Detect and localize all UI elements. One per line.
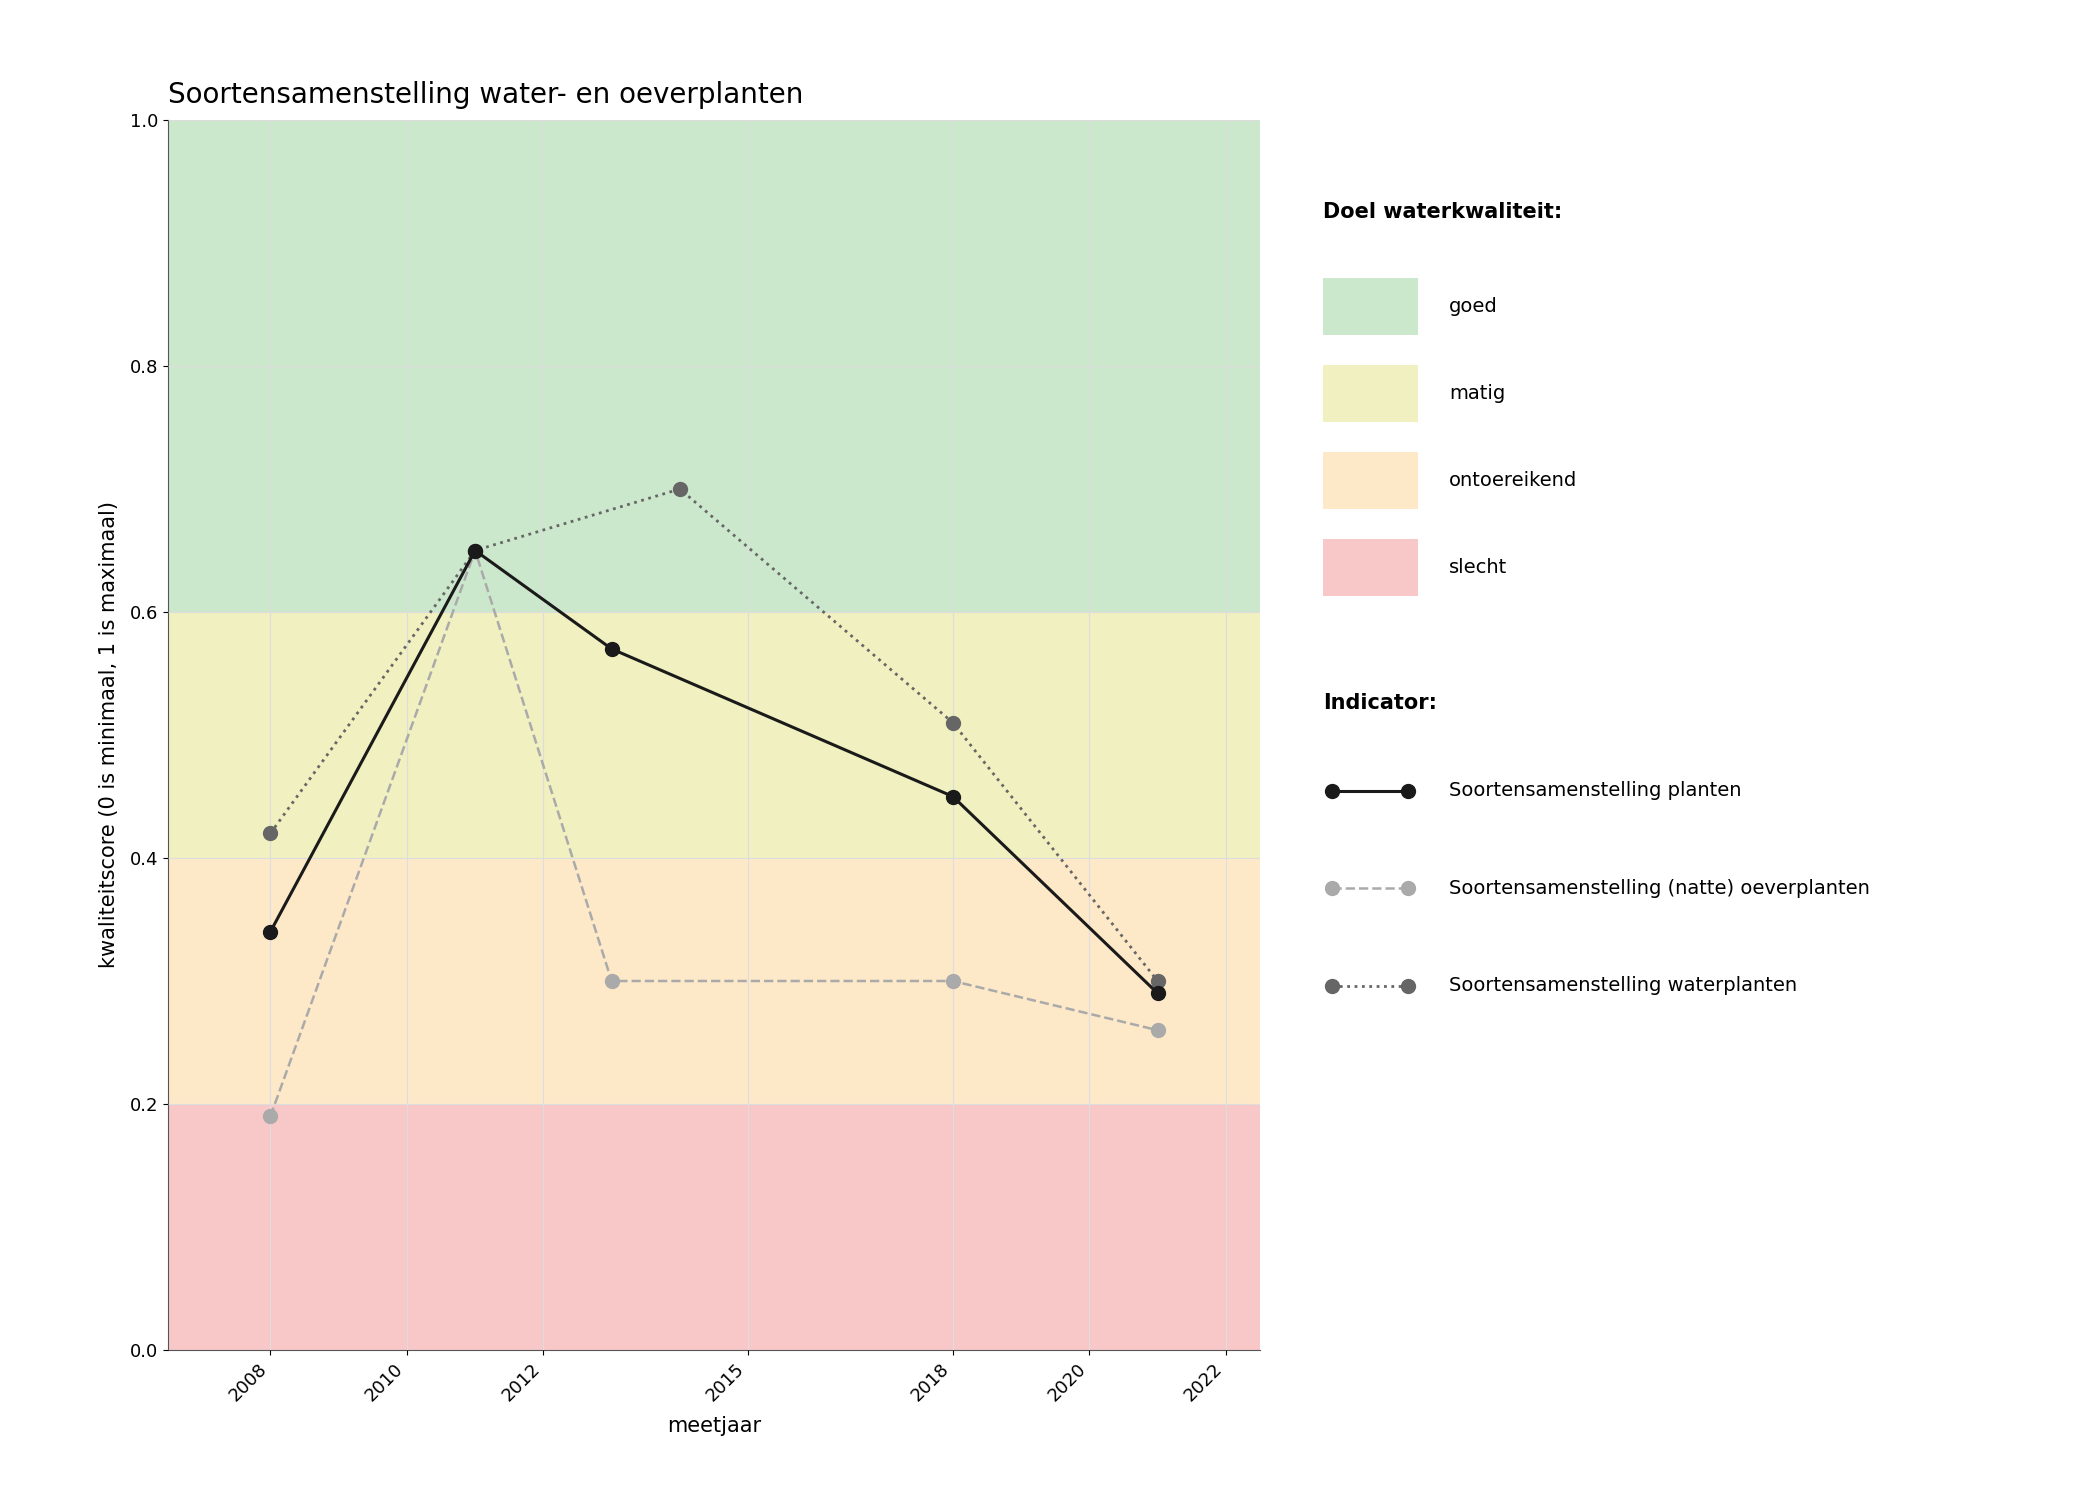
Text: Soortensamenstelling planten: Soortensamenstelling planten (1449, 782, 1741, 800)
Y-axis label: kwaliteitscore (0 is minimaal, 1 is maximaal): kwaliteitscore (0 is minimaal, 1 is maxi… (99, 501, 120, 969)
Bar (168, 612, 1260, 858)
Text: slecht: slecht (1449, 558, 1508, 576)
Bar (168, 120, 1260, 612)
Text: matig: matig (1449, 384, 1506, 402)
Text: Indicator:: Indicator: (1323, 693, 1436, 712)
Text: Soortensamenstelling (natte) oeverplanten: Soortensamenstelling (natte) oeverplante… (1449, 879, 1869, 897)
Bar (168, 858, 1260, 1104)
Text: Doel waterkwaliteit:: Doel waterkwaliteit: (1323, 202, 1562, 222)
Bar (168, 1104, 1260, 1350)
Text: goed: goed (1449, 297, 1497, 315)
Text: Soortensamenstelling water- en oeverplanten: Soortensamenstelling water- en oeverplan… (168, 81, 804, 110)
X-axis label: meetjaar: meetjaar (668, 1416, 760, 1436)
Text: ontoereikend: ontoereikend (1449, 471, 1577, 489)
Text: Soortensamenstelling waterplanten: Soortensamenstelling waterplanten (1449, 976, 1798, 994)
